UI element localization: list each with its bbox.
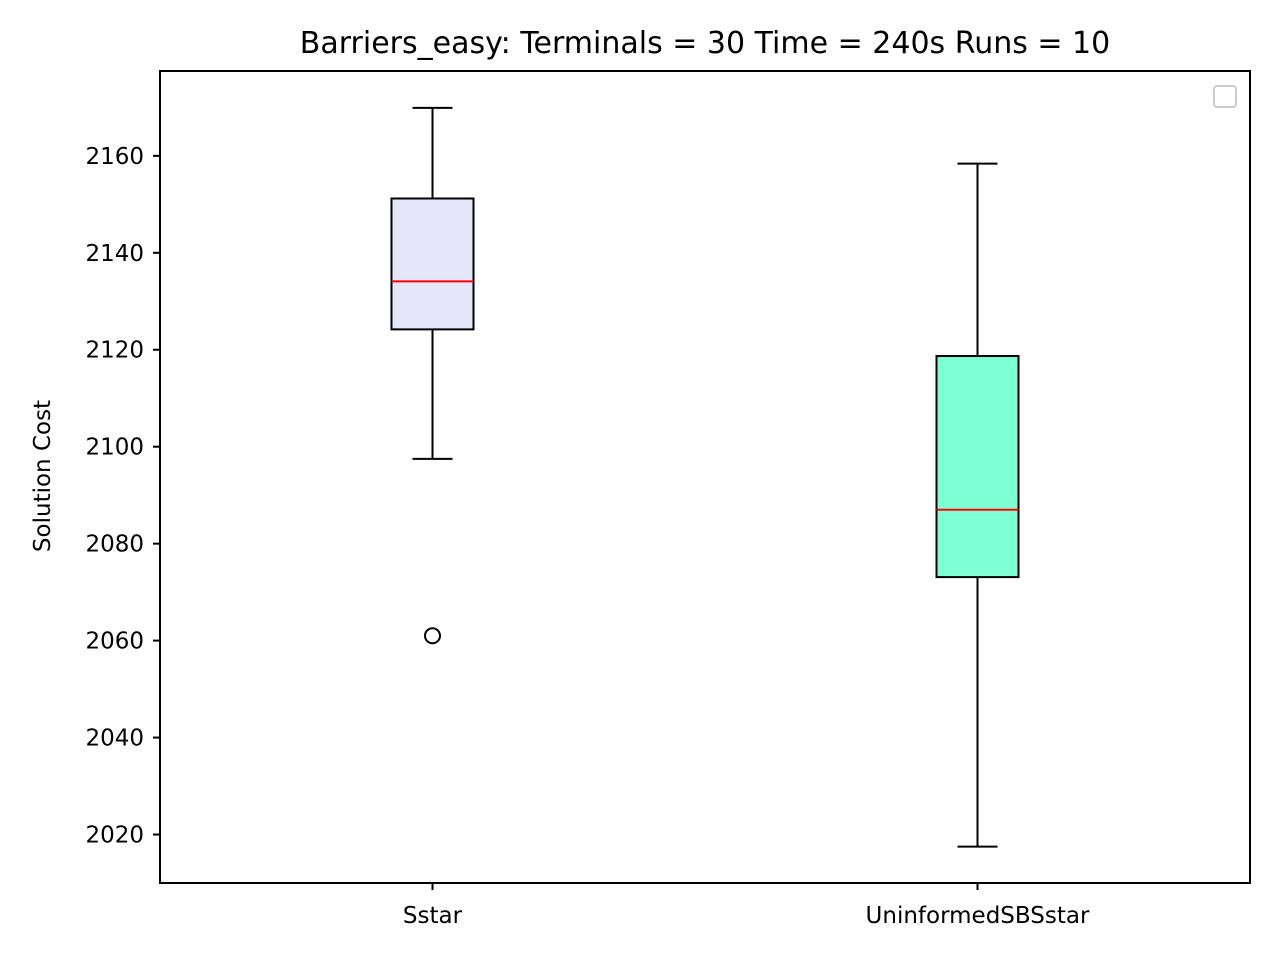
legend-box [1213,85,1237,108]
chart-marks [390,106,1020,848]
y-tick-label: 2140 [85,241,144,267]
y-tick-label: 2060 [85,629,144,655]
y-tick-label: 2020 [85,823,144,849]
y-axis-label: Solution Cost [30,400,56,552]
x-tick-label: Sstar [403,903,463,929]
box-iqr [390,197,475,331]
chart-title: Barriers_easy: Terminals = 30 Time = 240… [300,26,1110,61]
plot-area-frame [159,70,1251,884]
y-tick-label: 2080 [85,532,144,558]
y-tick-label: 2160 [85,144,144,170]
box-iqr [935,355,1020,579]
box-group-uninformedsbsstar [935,162,1020,848]
axis-ticks: 2020 2040 2060 2080 2100 2120 2140 2160 Sstar Uni… [85,144,1090,929]
box-group-sstar [390,106,475,645]
y-tick-label: 2100 [85,435,144,461]
y-tick-label: 2120 [85,338,144,364]
outlier-point [424,627,441,645]
x-tick-label: UninformedSBSstar [866,903,1090,929]
y-tick-label: 2040 [85,726,144,752]
